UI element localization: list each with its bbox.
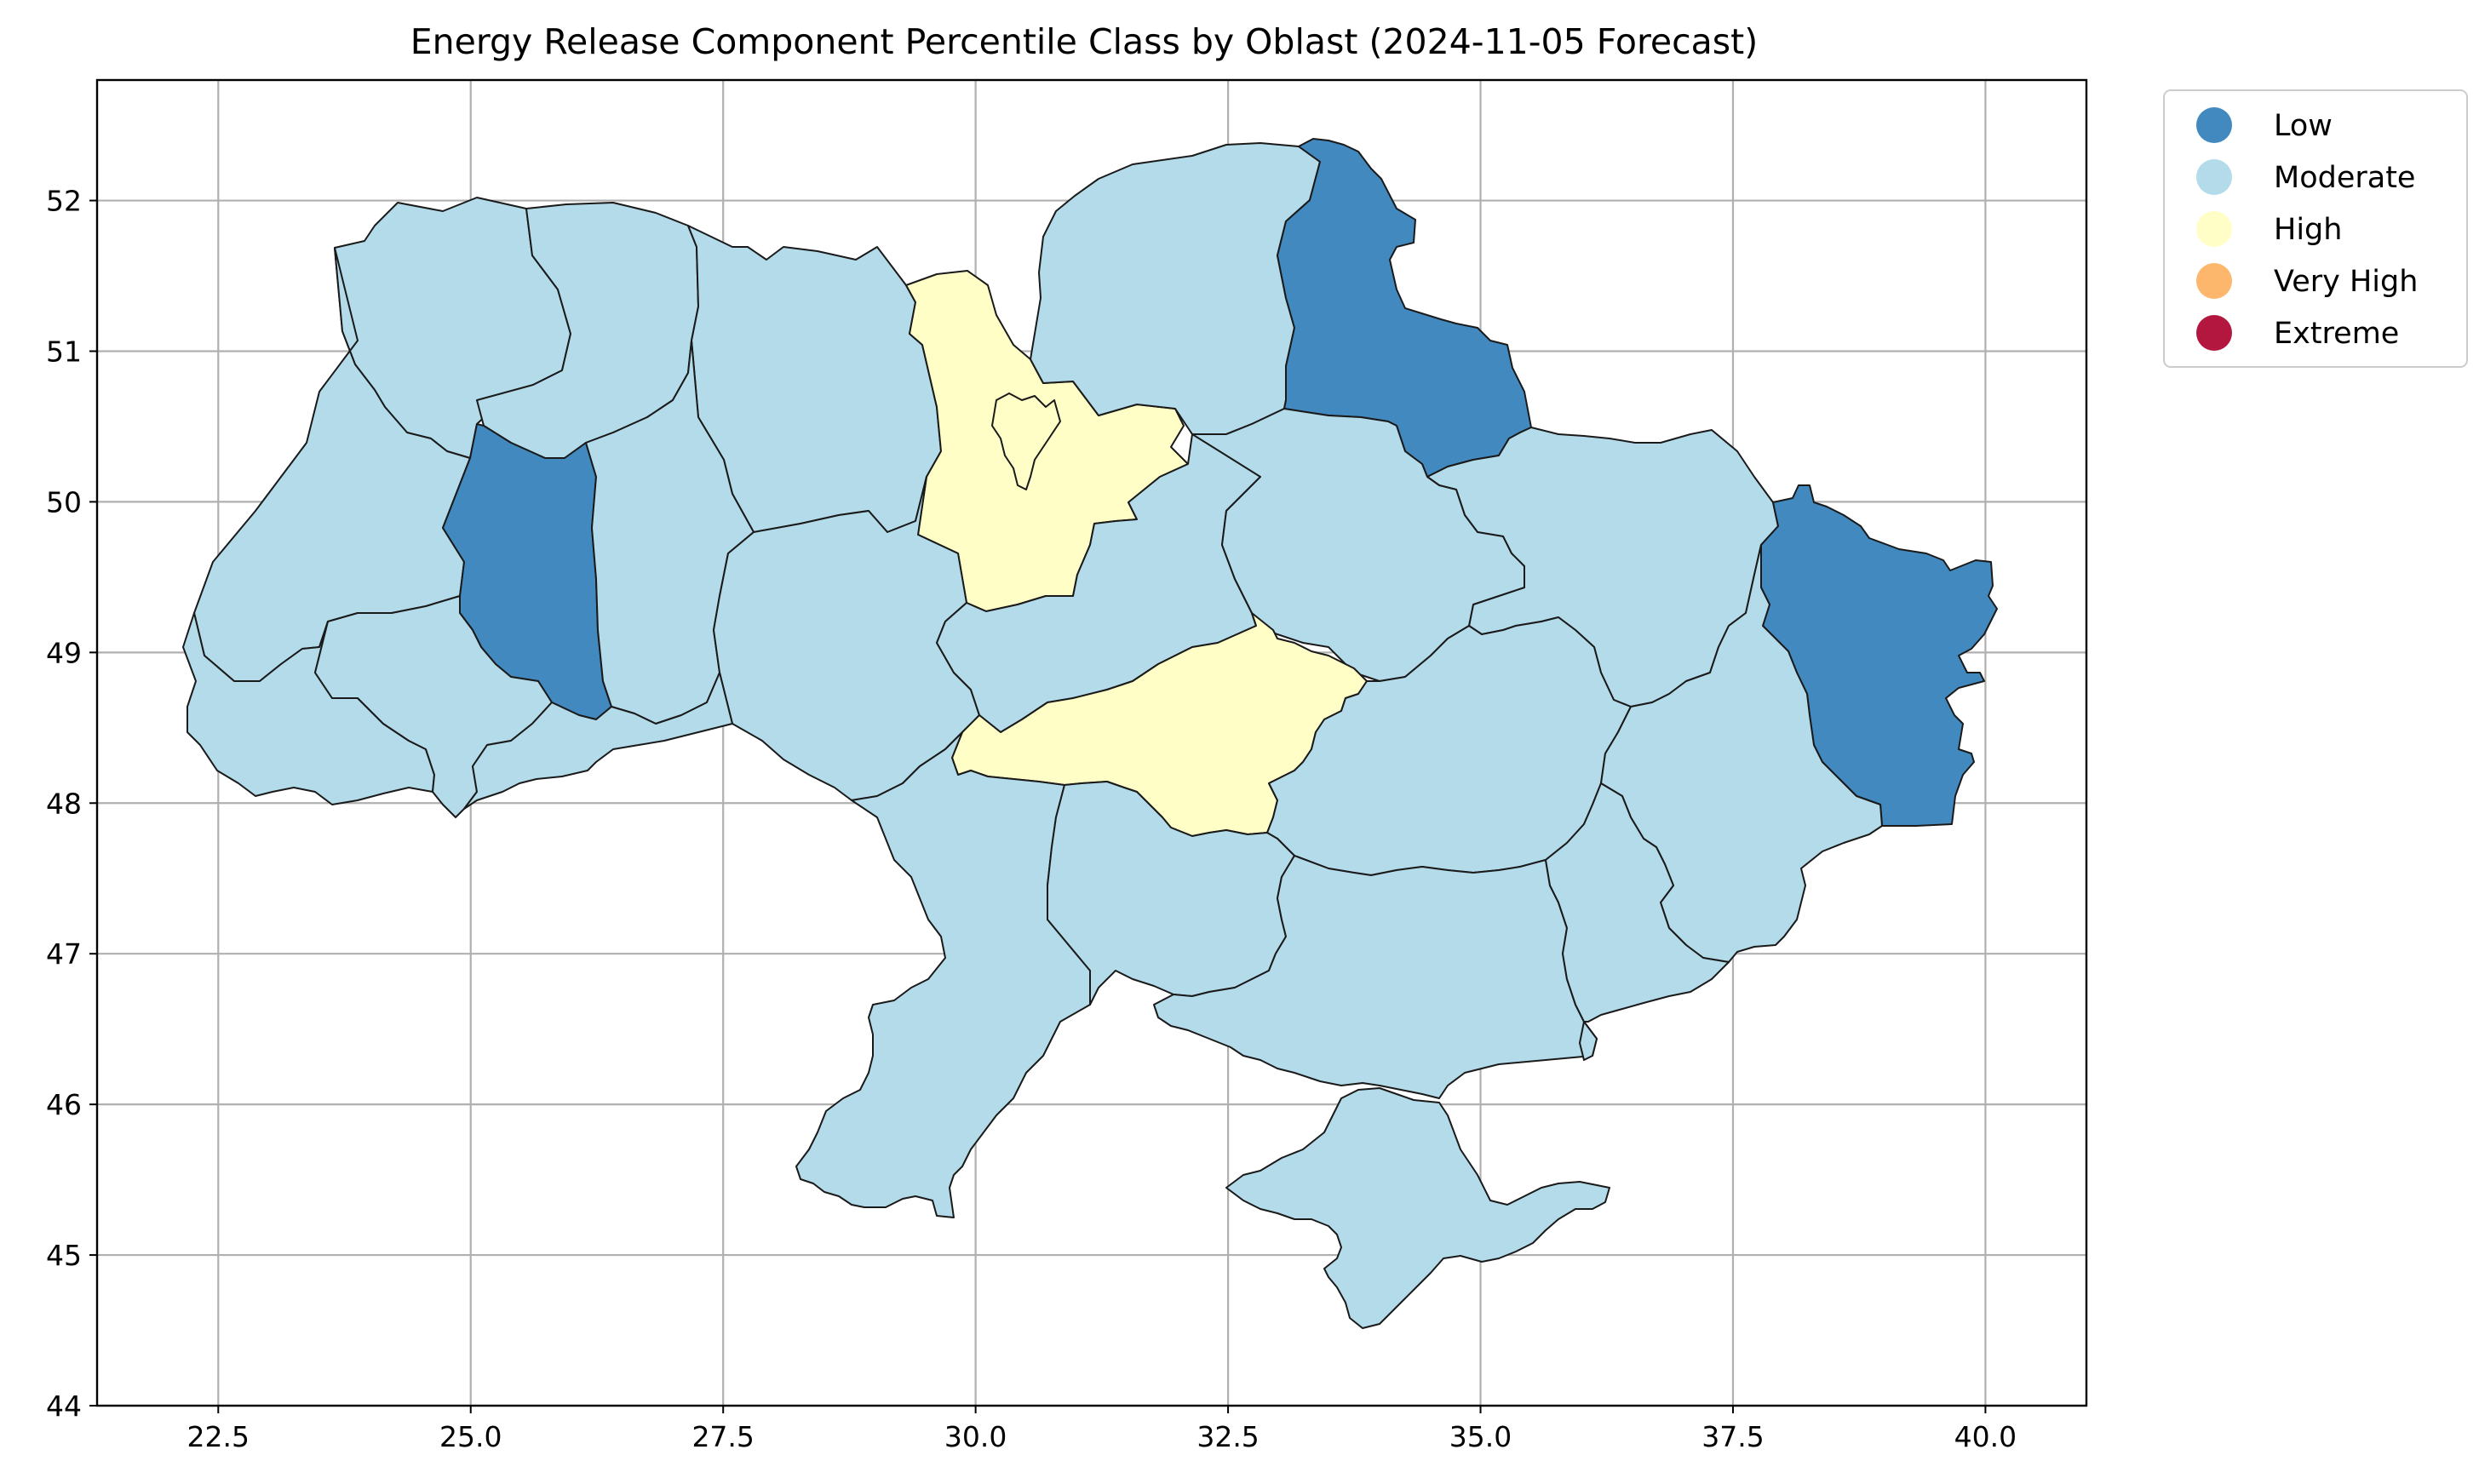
legend-marker <box>2196 159 2232 195</box>
x-tick-label: 22.5 <box>187 1420 250 1453</box>
x-tick-label: 40.0 <box>1954 1420 2017 1453</box>
y-tick-label: 52 <box>46 185 82 218</box>
legend-label: High <box>2274 213 2342 247</box>
y-tick-label: 47 <box>46 937 82 971</box>
axes-frame <box>95 78 2088 1407</box>
legend-label: Very High <box>2274 265 2418 299</box>
x-axis: 22.5 25.0 27.5 30.0 32.5 35.0 37.5 40.0 <box>187 1406 2017 1453</box>
y-tick-label: 45 <box>46 1239 82 1272</box>
x-tick-label: 37.5 <box>1701 1420 1764 1453</box>
y-axis: 44 45 46 47 48 49 50 51 52 <box>46 185 97 1423</box>
y-tick-label: 44 <box>46 1389 82 1423</box>
chart-title: Energy Release Component Percentile Clas… <box>410 21 1758 62</box>
region-chernivtsi[interactable] <box>463 672 733 810</box>
region-zaporizhzhia[interactable] <box>1545 782 1730 1061</box>
legend-marker <box>2196 107 2232 143</box>
region-kyiv-city[interactable] <box>991 392 1061 490</box>
x-tick-label: 25.0 <box>439 1420 502 1453</box>
legend-box <box>2163 89 2468 368</box>
region-zakarpattia[interactable] <box>182 612 435 805</box>
region-odesa[interactable] <box>795 731 1091 1218</box>
legend-marker <box>2196 211 2232 247</box>
legend: Low Moderate High Very High Extreme <box>2163 89 2468 368</box>
y-tick-label: 51 <box>46 335 82 368</box>
region-crimea[interactable] <box>1225 1087 1610 1329</box>
y-tick-label: 46 <box>46 1088 82 1121</box>
y-tick-label: 49 <box>46 636 82 669</box>
x-tick-label: 27.5 <box>691 1420 754 1453</box>
region-kherson[interactable] <box>1153 855 1598 1099</box>
x-tick-label: 32.5 <box>1196 1420 1259 1453</box>
x-tick-label: 30.0 <box>944 1420 1007 1453</box>
legend-label: Extreme <box>2274 317 2399 351</box>
legend-marker <box>2196 263 2232 299</box>
y-tick-label: 48 <box>46 787 82 820</box>
legend-label: Moderate <box>2274 161 2415 195</box>
x-tick-label: 35.0 <box>1449 1420 1512 1453</box>
ukraine-map <box>182 138 1998 1329</box>
y-tick-label: 50 <box>46 485 82 519</box>
legend-label: Low <box>2274 109 2333 143</box>
legend-marker <box>2196 315 2232 351</box>
